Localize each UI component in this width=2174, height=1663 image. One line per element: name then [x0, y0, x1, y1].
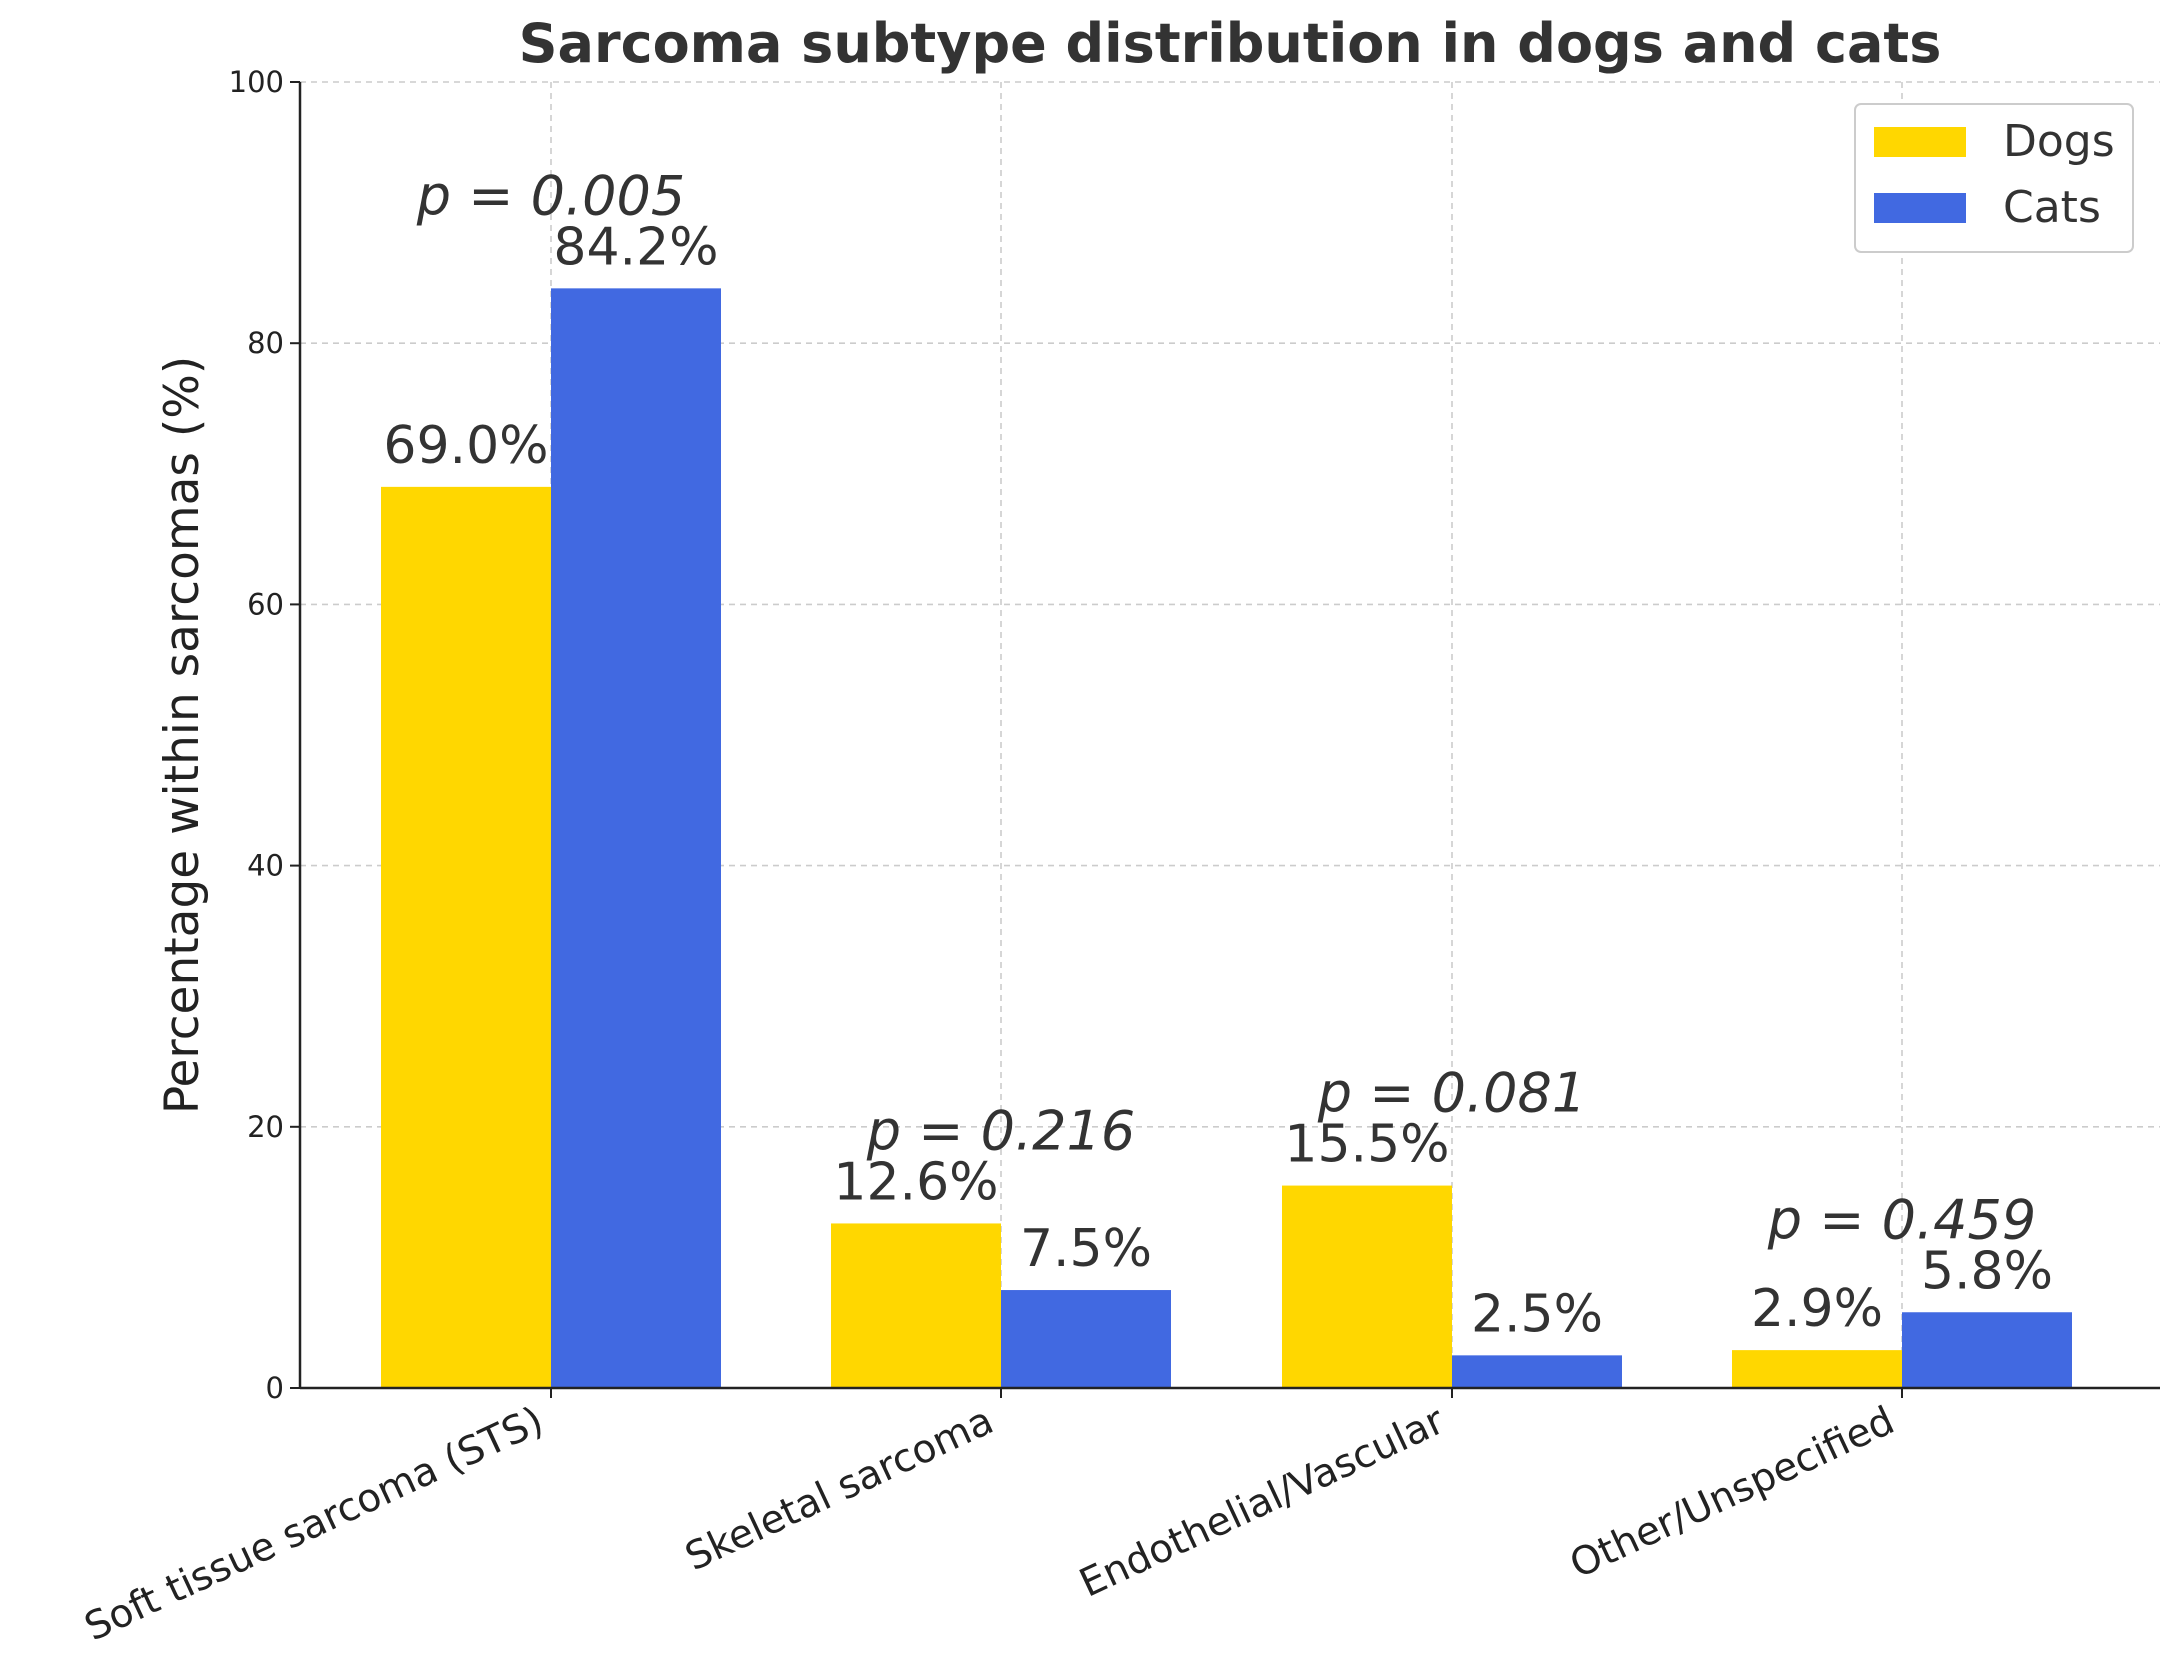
x-tick-label: Endothelial/Vascular	[1073, 1398, 1452, 1607]
y-tick-label: 100	[229, 65, 284, 99]
x-tick-label: Skeletal sarcoma	[679, 1398, 1001, 1580]
p-value-annotation: p = 0.459	[1767, 1188, 2036, 1251]
bar-value-label: 2.9%	[1751, 1279, 1883, 1339]
legend-label-cats: Cats	[2003, 182, 2101, 233]
bar-dogs-4	[1732, 1350, 1902, 1388]
p-value-annotation: p = 0.216	[866, 1099, 1135, 1162]
y-tick-label: 20	[247, 1110, 284, 1144]
legend: Dogs Cats	[1854, 103, 2134, 253]
bar-value-label: 69.0%	[383, 416, 548, 476]
legend-swatch-cats	[1874, 193, 1966, 223]
bar-value-label: 5.8%	[1921, 1241, 2053, 1301]
bar-value-label: 7.5%	[1020, 1219, 1152, 1279]
bar-value-label: 2.5%	[1471, 1284, 1603, 1344]
p-value-annotation: p = 0.005	[416, 164, 685, 227]
y-tick-label: 80	[247, 326, 284, 360]
x-tick-label: Other/Unspecified	[1563, 1398, 1901, 1587]
bar-dogs-1	[381, 486, 551, 1388]
bar-cats-4	[1902, 1312, 2072, 1388]
bar-cats-1	[551, 288, 721, 1388]
legend-swatch-dogs	[1874, 127, 1966, 157]
bar-value-label: 15.5%	[1284, 1115, 1449, 1175]
y-tick-label: 60	[247, 587, 284, 621]
chart-title: Sarcoma subtype distribution in dogs and…	[519, 12, 1942, 75]
x-tick-label: Soft tissue sarcoma (STS)	[78, 1398, 550, 1650]
y-tick-label: 40	[247, 849, 284, 883]
bar-dogs-3	[1282, 1185, 1452, 1388]
legend-label-dogs: Dogs	[2003, 116, 2115, 167]
bar-cats-2	[1001, 1290, 1171, 1388]
bar-value-label: 12.6%	[833, 1152, 998, 1212]
p-value-annotation: p = 0.081	[1317, 1062, 1586, 1125]
bar-dogs-2	[831, 1223, 1001, 1388]
bar-value-label: 84.2%	[553, 217, 718, 277]
y-axis-label: Percentage within sarcomas (%)	[155, 356, 210, 1114]
bar-cats-3	[1452, 1355, 1622, 1388]
y-tick-label: 0	[266, 1371, 284, 1405]
